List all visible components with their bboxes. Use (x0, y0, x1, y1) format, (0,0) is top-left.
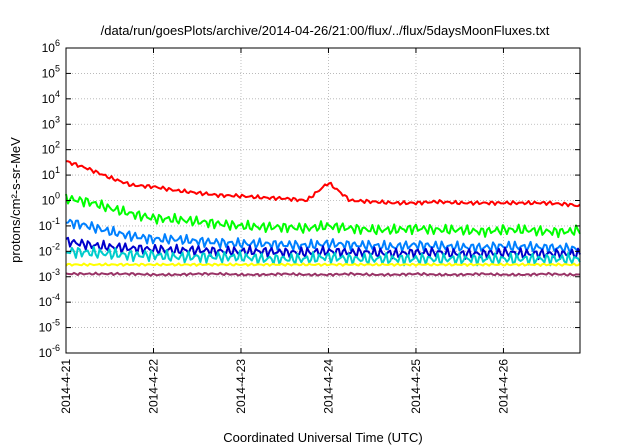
y-tick-label: 106 (42, 38, 60, 55)
x-axis-label: Coordinated Universal Time (UTC) (223, 430, 422, 445)
y-tick-label: 10-5 (39, 318, 60, 335)
y-tick-label: 10-1 (39, 216, 60, 233)
y-tick-label: 101 (42, 165, 60, 182)
y-tick-label: 104 (42, 89, 60, 106)
y-axis-label: protons/cm²-s-sr-MeV (8, 137, 23, 263)
y-tick-label: 100 (42, 191, 60, 208)
y-tick-label: 103 (42, 114, 60, 131)
x-tick-label: 2014-4-22 (146, 359, 160, 414)
x-tick-label: 2014-4-21 (59, 359, 73, 414)
y-tick-label: 10-3 (39, 267, 60, 284)
series-line (65, 245, 581, 267)
x-tick-label: 2014-4-23 (234, 359, 248, 414)
series-line (66, 160, 581, 208)
chart-title: /data/run/goesPlots/archive/2014-04-26/2… (101, 23, 550, 38)
x-tick-label: 2014-4-26 (496, 359, 510, 414)
series-line (65, 193, 581, 239)
x-tick-label: 2014-4-25 (409, 359, 423, 414)
y-tick-label: 10-4 (39, 292, 60, 309)
series-line (65, 262, 581, 267)
y-tick-label: 10-6 (39, 343, 60, 360)
x-axis: 2014-4-21 2014-4-22 2014-4-23 2014-4-24 2014… (59, 48, 510, 414)
y-axis: 10-6 10-5 10-4 10-3 10-2 10-1 100 101 102 103 104 1… (39, 38, 580, 360)
grid-lines (65, 47, 580, 354)
y-tick-label: 10-2 (39, 241, 60, 258)
y-tick-label: 105 (42, 63, 60, 80)
series-layer (65, 160, 581, 277)
plot-frame (65, 47, 581, 354)
x-tick-label: 2014-4-24 (321, 359, 335, 414)
y-tick-label: 102 (42, 140, 60, 157)
series-line (65, 271, 580, 277)
